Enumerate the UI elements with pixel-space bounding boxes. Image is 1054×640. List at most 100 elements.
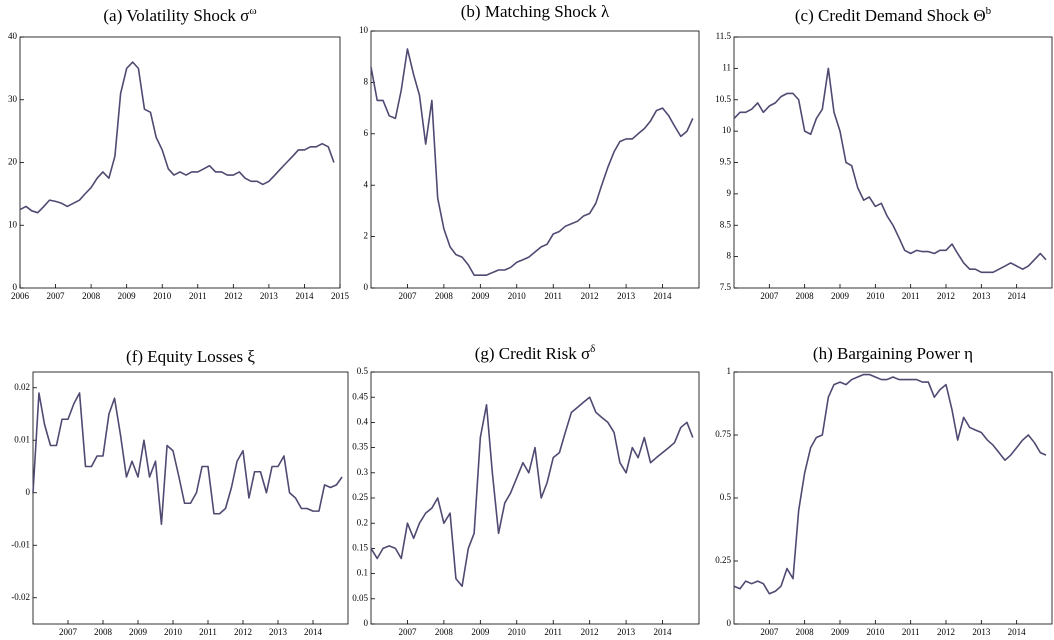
y-tick-label: -0.02 [11,592,30,602]
title-superscript: b [986,5,992,17]
x-tick-label: 2010 [164,627,183,637]
y-tick-label: 8 [364,76,369,86]
x-tick-label: 2014 [654,627,673,637]
data-line [32,392,343,526]
y-tick-label: 0.2 [357,517,368,527]
y-tick-label: 7.5 [720,282,732,292]
title-text: (b) Matching Shock λ [461,2,610,21]
y-tick-label: 0 [364,282,369,292]
x-tick-label: 2008 [435,627,454,637]
plot-frame [32,371,349,625]
x-tick-label: 2007 [760,291,779,301]
title-superscript: δ [590,343,595,355]
y-tick-label: 0.45 [352,391,368,401]
x-tick-label: 2007 [760,627,779,637]
data-line [733,373,1047,595]
y-tick-label: -0.01 [11,539,30,549]
y-tick-label: 0.35 [352,442,368,452]
panel-title: (f) Equity Losses ξ [126,347,255,366]
x-tick-label: 2011 [189,291,207,301]
y-tick-label: 0.15 [352,542,368,552]
x-tick-label: 2012 [224,291,242,301]
plot-frame [370,30,700,289]
x-tick-label: 2008 [796,291,815,301]
y-tick-label: 0 [727,618,732,628]
y-tick-label: 0.05 [352,593,368,603]
x-tick-label: 2009 [471,291,490,301]
y-tick-label: 0.1 [357,568,368,578]
x-tick-label: 2009 [118,291,137,301]
x-tick-label: 2010 [866,291,885,301]
y-tick-label: 4 [364,179,369,189]
y-tick-label: 0.01 [14,434,30,444]
y-tick-label: 0.02 [14,382,30,392]
x-tick-label: 2014 [654,291,673,301]
plot-frame [733,36,1053,289]
x-tick-label: 2013 [972,627,991,637]
y-tick-label: 0.25 [352,492,368,502]
x-tick-label: 2014 [304,627,323,637]
x-tick-label: 2013 [972,291,991,301]
x-tick-label: 2015 [331,291,350,301]
title-text: (a) Volatility Shock σ [103,6,249,25]
x-tick-label: 2008 [796,627,815,637]
y-tick-label: 0 [26,487,31,497]
x-tick-label: 2011 [544,627,562,637]
x-tick-label: 2014 [1008,291,1027,301]
x-tick-label: 2011 [902,627,920,637]
x-tick-label: 2011 [544,291,562,301]
x-tick-label: 2013 [260,291,279,301]
panel-title: (h) Bargaining Power η [813,344,973,363]
x-tick-label: 2010 [508,627,527,637]
y-tick-label: 1 [727,366,732,376]
x-tick-label: 2014 [1008,627,1027,637]
panel-title: (a) Volatility Shock σω [103,5,256,25]
x-tick-label: 2007 [398,627,417,637]
y-tick-label: 8.5 [720,219,732,229]
panel-title: (b) Matching Shock λ [461,2,610,21]
x-tick-label: 2014 [295,291,314,301]
y-tick-label: 6 [364,128,369,138]
x-tick-label: 2010 [866,627,885,637]
x-tick-label: 2013 [269,627,288,637]
y-tick-label: 0 [13,282,18,292]
y-tick-label: 0.5 [357,366,369,376]
data-line [19,61,335,214]
panel-title: (g) Credit Risk σδ [475,343,596,363]
y-tick-label: 2 [364,231,369,241]
y-tick-label: 20 [8,157,18,167]
x-tick-label: 2009 [129,627,148,637]
y-tick-label: 30 [8,94,18,104]
x-tick-label: 2007 [59,627,78,637]
data-line [733,67,1047,274]
x-tick-label: 2013 [617,627,636,637]
x-tick-label: 2012 [581,627,599,637]
y-tick-label: 11 [722,62,731,72]
y-tick-label: 10 [359,25,369,35]
title-text: (f) Equity Losses ξ [126,347,255,366]
x-tick-label: 2012 [234,627,252,637]
x-tick-label: 2008 [82,291,101,301]
x-tick-label: 2011 [902,291,920,301]
y-tick-label: 0.5 [720,492,732,502]
title-text: (c) Credit Demand Shock Θ [795,6,986,25]
y-tick-label: 0.4 [357,416,369,426]
y-tick-label: 0.25 [715,555,731,565]
plot-frame [19,36,341,289]
y-tick-label: 10 [722,125,732,135]
y-tick-label: 10.5 [715,94,731,104]
y-tick-label: 10 [8,219,18,229]
data-line [370,48,694,276]
data-line [370,396,694,587]
title-superscript: ω [249,5,256,17]
y-tick-label: 0 [364,618,369,628]
panel-title: (c) Credit Demand Shock Θb [795,5,992,25]
plot-frame [370,371,700,625]
title-text: (g) Credit Risk σ [475,344,590,363]
y-tick-label: 8 [727,251,732,261]
x-tick-label: 2008 [94,627,113,637]
y-tick-label: 0.75 [715,429,731,439]
x-tick-label: 2011 [199,627,217,637]
y-tick-label: 0.3 [357,467,369,477]
